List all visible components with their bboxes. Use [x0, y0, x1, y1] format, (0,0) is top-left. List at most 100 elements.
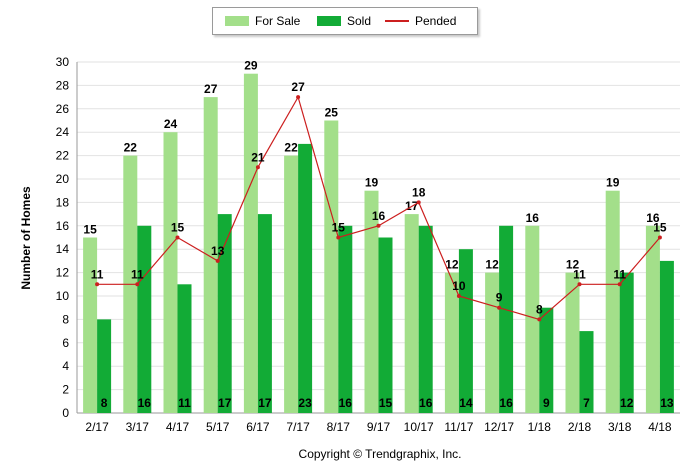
x-tick-label: 4/18	[648, 420, 672, 434]
y-tick-label: 20	[56, 172, 70, 186]
bar-for-sale	[645, 225, 660, 413]
point-pended	[255, 165, 260, 170]
data-label-for-sale: 19	[365, 176, 379, 190]
bar-for-sale	[525, 225, 540, 413]
bar-sold	[298, 143, 313, 413]
bar-sold	[97, 319, 112, 413]
x-tick-label: 1/18	[528, 420, 552, 434]
bar-sold	[338, 225, 353, 413]
point-pended	[617, 282, 622, 287]
point-pended	[95, 282, 100, 287]
bar-for-sale	[404, 214, 419, 413]
bar-sold	[579, 331, 594, 413]
point-pended	[577, 282, 582, 287]
data-label-for-sale: 27	[204, 82, 218, 96]
data-label-sold: 17	[218, 396, 232, 410]
legend-swatch-sold	[317, 16, 341, 26]
x-tick-label: 3/18	[608, 420, 632, 434]
point-pended	[135, 282, 140, 287]
legend-label-pended: Pended	[415, 14, 457, 28]
data-label-pended: 16	[372, 209, 386, 223]
point-pended	[376, 223, 381, 228]
bar-sold	[217, 214, 232, 413]
y-tick-label: 26	[56, 102, 70, 116]
data-label-pended: 15	[171, 221, 185, 235]
data-label-sold: 12	[620, 396, 634, 410]
bar-for-sale	[485, 272, 500, 413]
point-pended	[296, 95, 301, 100]
point-pended	[416, 200, 421, 205]
x-tick-label: 11/17	[444, 420, 473, 434]
data-label-sold: 16	[499, 396, 513, 410]
point-pended	[215, 258, 220, 263]
bar-sold	[177, 284, 192, 413]
y-tick-label: 30	[56, 55, 70, 69]
data-label-sold: 13	[660, 396, 674, 410]
y-tick-label: 18	[56, 195, 70, 209]
y-tick-label: 12	[56, 266, 70, 280]
x-tick-label: 4/17	[166, 420, 190, 434]
data-label-pended: 18	[412, 185, 426, 199]
bar-sold	[539, 307, 554, 413]
bar-for-sale	[565, 272, 580, 413]
data-label-pended: 27	[291, 80, 305, 94]
bar-sold	[378, 237, 393, 413]
data-label-pended: 11	[613, 267, 626, 281]
point-pended	[657, 235, 662, 240]
data-label-sold: 11	[178, 396, 191, 410]
bar-for-sale	[83, 237, 98, 413]
bar-for-sale	[324, 120, 339, 413]
y-axis-title: Number of Homes	[19, 186, 33, 290]
legend-label-sold: Sold	[347, 14, 372, 28]
data-label-pended: 10	[452, 279, 466, 293]
bar-sold	[499, 225, 514, 413]
data-label-sold: 15	[379, 396, 393, 410]
y-tick-label: 16	[56, 219, 70, 233]
bar-sold	[418, 225, 433, 413]
bar-for-sale	[605, 190, 620, 413]
legend-label-for-sale: For Sale	[255, 14, 301, 28]
bar-sold	[257, 214, 272, 413]
bar-sold	[458, 249, 473, 413]
data-label-for-sale: 29	[244, 59, 258, 73]
x-tick-label: 2/17	[85, 420, 109, 434]
data-label-pended: 11	[131, 267, 144, 281]
data-label-for-sale: 12	[566, 258, 580, 272]
x-tick-label: 7/17	[286, 420, 310, 434]
y-tick-label: 0	[62, 406, 69, 420]
y-tick-label: 4	[62, 359, 69, 373]
bar-for-sale	[444, 272, 459, 413]
data-label-sold: 16	[339, 396, 353, 410]
point-pended	[456, 294, 461, 298]
data-label-sold: 17	[258, 396, 272, 410]
legend: For Sale Sold Pended	[212, 7, 478, 35]
y-tick-label: 2	[62, 383, 69, 397]
data-label-sold: 16	[419, 396, 433, 410]
data-label-pended: 13	[211, 244, 225, 258]
data-label-pended: 15	[653, 221, 667, 235]
data-label-sold: 8	[101, 396, 108, 410]
y-tick-label: 8	[62, 312, 69, 326]
bar-sold	[619, 272, 634, 413]
copyright-footer: Copyright © Trendgraphix, Inc.	[299, 447, 462, 461]
data-label-for-sale: 16	[646, 211, 660, 225]
x-tick-label: 3/17	[126, 420, 150, 434]
data-label-pended: 8	[536, 302, 543, 316]
legend-item-for-sale: For Sale	[225, 14, 300, 28]
data-label-for-sale: 25	[325, 106, 339, 120]
legend-item-sold: Sold	[317, 14, 371, 28]
bar-for-sale	[364, 190, 379, 413]
bar-sold	[137, 225, 152, 413]
data-label-sold: 7	[583, 396, 590, 410]
x-tick-label: 10/17	[404, 420, 434, 434]
data-label-sold: 9	[543, 396, 550, 410]
y-tick-label: 10	[56, 289, 70, 303]
bar-sold	[659, 260, 674, 413]
y-tick-label: 6	[62, 336, 69, 350]
x-tick-label: 8/17	[327, 420, 351, 434]
bar-for-sale	[243, 73, 258, 413]
bar-for-sale	[163, 132, 178, 413]
data-label-for-sale: 22	[284, 141, 298, 155]
y-tick-label: 22	[56, 149, 70, 163]
